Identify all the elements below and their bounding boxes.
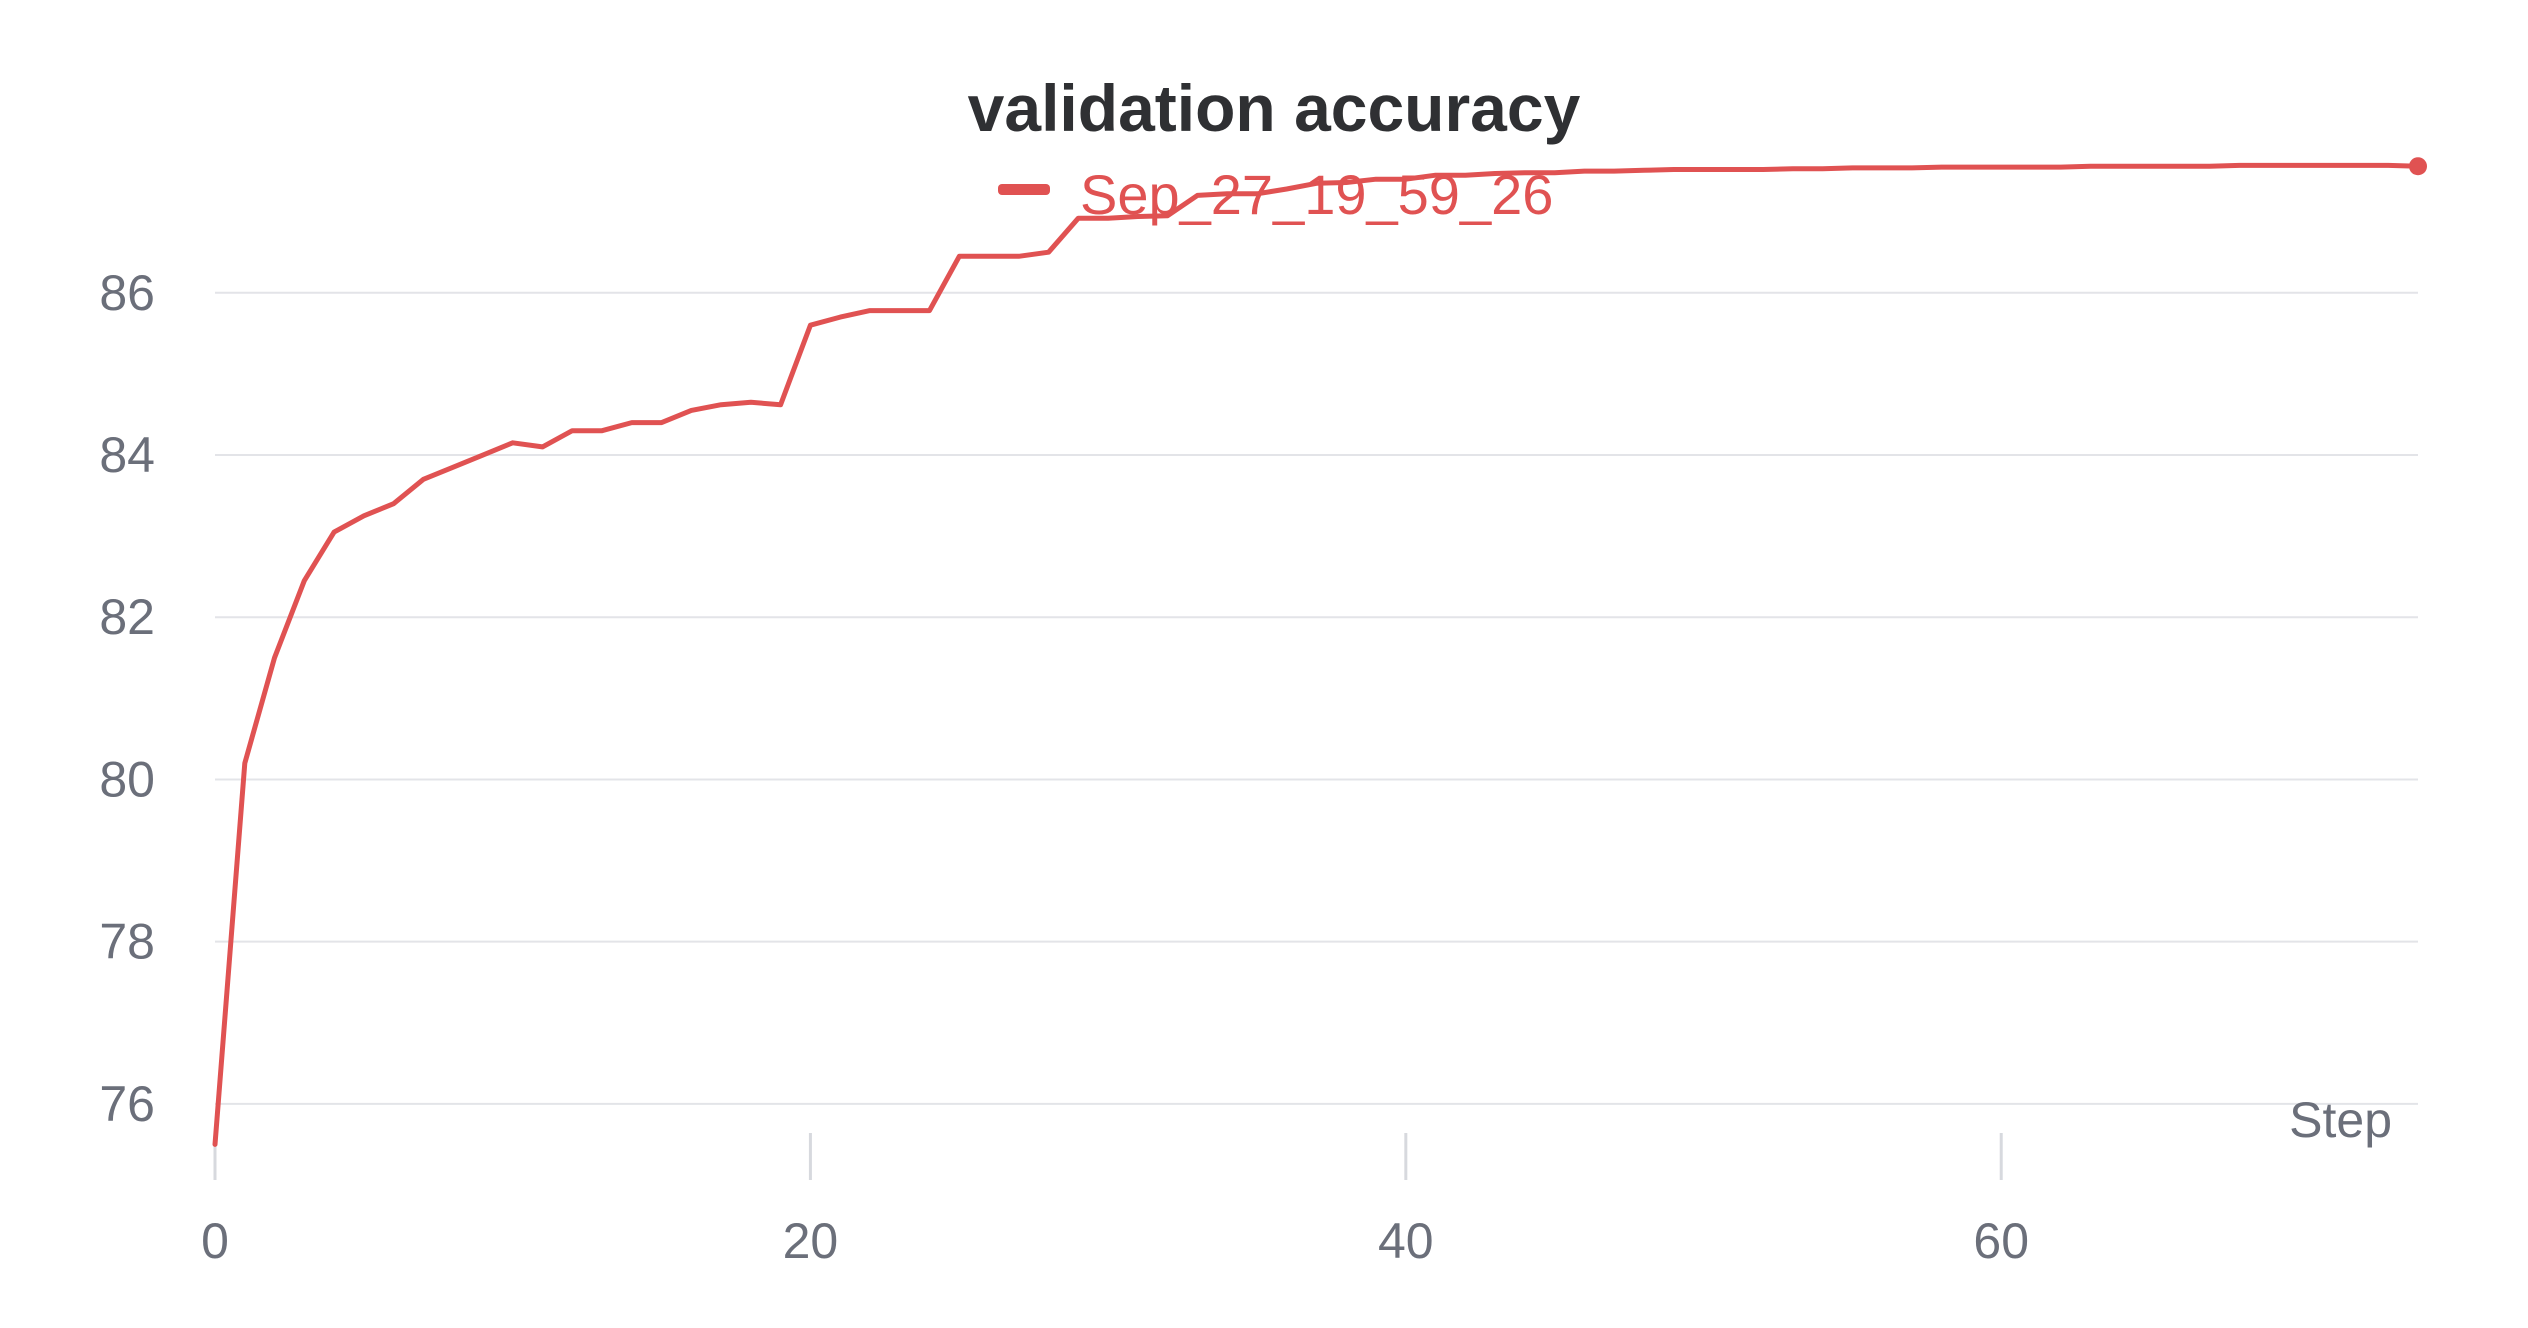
x-axis-label: Step — [2289, 1092, 2392, 1148]
x-axis-tick-labels: 0 20 40 60 — [201, 1213, 2029, 1269]
series-layer — [212, 157, 2427, 1147]
y-tick-label: 76 — [99, 1076, 155, 1132]
grid — [215, 291, 2418, 1105]
legend-swatch — [998, 184, 1050, 195]
x-axis-ticks — [213, 1133, 2003, 1180]
y-tick-label: 78 — [99, 914, 155, 970]
series-end-point[interactable] — [2409, 157, 2427, 176]
x-tick-label: 60 — [1973, 1213, 2029, 1269]
y-tick-label: 84 — [99, 427, 155, 483]
series-line — [212, 162, 2421, 1147]
y-axis-tick-labels: 76 78 80 82 84 86 — [99, 265, 155, 1132]
y-tick-label: 80 — [99, 751, 155, 807]
x-tick-label: 20 — [783, 1213, 839, 1269]
y-tick-label: 82 — [99, 589, 155, 645]
y-tick-label: 86 — [99, 265, 155, 321]
x-tick-label: 0 — [201, 1213, 229, 1269]
chart-title: validation accuracy — [968, 71, 1581, 145]
x-tick-label: 40 — [1378, 1213, 1434, 1269]
